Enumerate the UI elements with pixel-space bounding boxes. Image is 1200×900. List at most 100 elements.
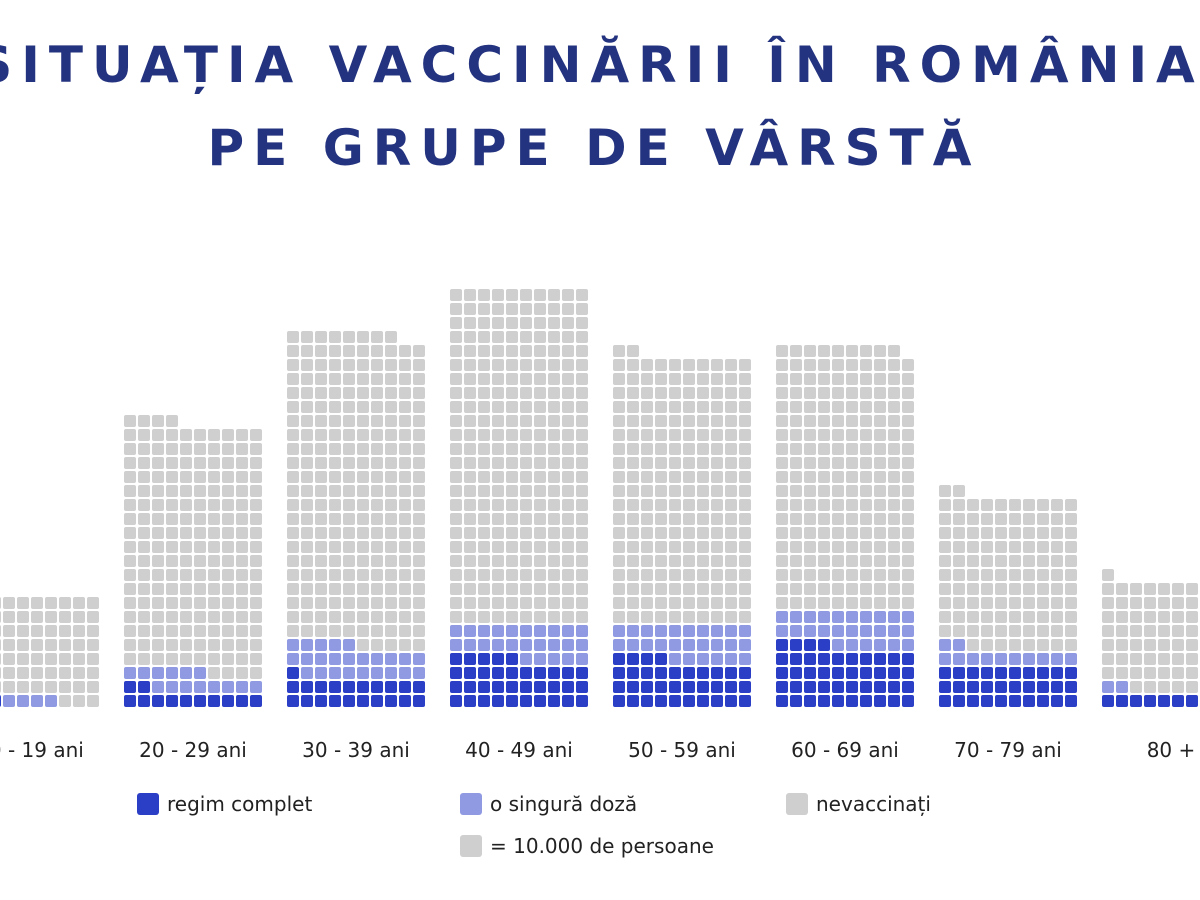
waffle-cell	[576, 457, 588, 469]
waffle-cell	[520, 513, 532, 525]
waffle-cell	[846, 541, 858, 553]
waffle-cell	[902, 667, 914, 679]
waffle-cell	[1172, 597, 1184, 609]
waffle-cell	[138, 681, 150, 693]
waffle-cell	[874, 527, 886, 539]
waffle-cell	[874, 373, 886, 385]
waffle-cell	[1051, 541, 1063, 553]
waffle-cell	[562, 555, 574, 567]
waffle-cell	[790, 429, 802, 441]
waffle-cell	[450, 331, 462, 343]
waffle-cell	[548, 401, 560, 413]
waffle-cell	[562, 681, 574, 693]
waffle-cell	[31, 625, 43, 637]
waffle-cell	[357, 331, 369, 343]
waffle-cell	[874, 485, 886, 497]
waffle-cell	[450, 667, 462, 679]
waffle-cell	[315, 443, 327, 455]
waffle-cell	[655, 639, 667, 651]
waffle-cell	[655, 583, 667, 595]
waffle-cell	[1009, 611, 1021, 623]
waffle-cell	[287, 457, 299, 469]
waffle-cell	[725, 387, 737, 399]
x-tick-label: 50 - 59 ani	[628, 738, 736, 762]
waffle-cell	[357, 653, 369, 665]
waffle-cell	[562, 527, 574, 539]
waffle-cell	[315, 611, 327, 623]
waffle-cell	[576, 681, 588, 693]
waffle-cell	[464, 499, 476, 511]
waffle-cell	[329, 639, 341, 651]
waffle-cell	[371, 331, 383, 343]
waffle-cell	[413, 513, 425, 525]
waffle-cell	[301, 541, 313, 553]
waffle-cell	[371, 541, 383, 553]
waffle-cell	[506, 541, 518, 553]
waffle-cell	[399, 373, 411, 385]
waffle-cell	[739, 513, 751, 525]
waffle-cell	[1158, 681, 1170, 693]
waffle-cell	[413, 527, 425, 539]
waffle-cell	[776, 653, 788, 665]
waffle-cell	[250, 527, 262, 539]
waffle-cell	[222, 471, 234, 483]
waffle-cell	[902, 429, 914, 441]
waffle-cell	[725, 611, 737, 623]
waffle-cell	[208, 681, 220, 693]
waffle-cell	[641, 373, 653, 385]
waffle-cell	[846, 429, 858, 441]
waffle-cell	[464, 625, 476, 637]
waffle-cell	[506, 625, 518, 637]
waffle-cell	[287, 597, 299, 609]
waffle-cell	[888, 373, 900, 385]
waffle-cell	[725, 569, 737, 581]
waffle-cell	[548, 667, 560, 679]
waffle-cell	[1130, 681, 1142, 693]
waffle-cell	[166, 541, 178, 553]
waffle-cell	[1023, 639, 1035, 651]
waffle-cell	[301, 485, 313, 497]
waffle-cell	[939, 625, 951, 637]
waffle-cell	[613, 555, 625, 567]
waffle-cell	[832, 695, 844, 707]
waffle-cell	[371, 359, 383, 371]
waffle-cell	[683, 527, 695, 539]
waffle-cell	[1065, 653, 1077, 665]
waffle-cell	[697, 527, 709, 539]
waffle-cell	[874, 667, 886, 679]
waffle-cell	[180, 541, 192, 553]
waffle-cell	[73, 611, 85, 623]
waffle-cell	[520, 387, 532, 399]
waffle-cell	[222, 611, 234, 623]
waffle-cell	[478, 485, 490, 497]
waffle-cell	[576, 387, 588, 399]
waffle-cell	[669, 415, 681, 427]
waffle-cell	[860, 429, 872, 441]
waffle-cell	[492, 597, 504, 609]
waffle-cell	[548, 331, 560, 343]
waffle-cell	[399, 527, 411, 539]
waffle-cell	[1051, 695, 1063, 707]
waffle-cell	[250, 639, 262, 651]
waffle-cell	[655, 527, 667, 539]
x-tick-label: 10 - 19 ani	[0, 738, 84, 762]
waffle-cell	[492, 695, 504, 707]
waffle-cell	[888, 485, 900, 497]
waffle-cell	[846, 555, 858, 567]
waffle-cell	[576, 667, 588, 679]
waffle-cell	[371, 485, 383, 497]
waffle-cell	[818, 541, 830, 553]
waffle-cell	[1102, 597, 1114, 609]
waffle-cell	[804, 429, 816, 441]
waffle-cell	[450, 695, 462, 707]
waffle-cell	[236, 541, 248, 553]
waffle-cell	[87, 625, 99, 637]
waffle-cell	[888, 541, 900, 553]
waffle-cell	[450, 387, 462, 399]
waffle-cell	[343, 555, 355, 567]
waffle-cell	[697, 429, 709, 441]
waffle-cell	[683, 667, 695, 679]
waffle-cell	[301, 625, 313, 637]
waffle-cell	[236, 457, 248, 469]
waffle-cell	[776, 625, 788, 637]
